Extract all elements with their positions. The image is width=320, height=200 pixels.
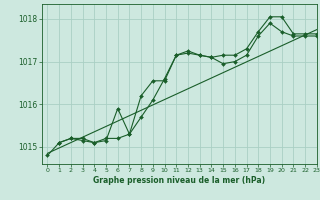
X-axis label: Graphe pression niveau de la mer (hPa): Graphe pression niveau de la mer (hPa)	[93, 176, 265, 185]
